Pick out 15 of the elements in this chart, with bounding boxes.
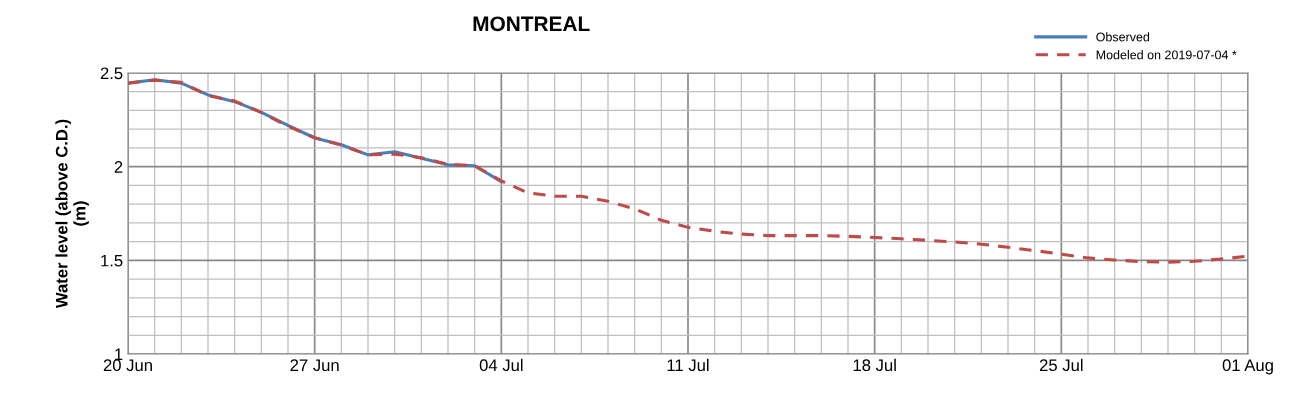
y-tick-label: 2	[114, 161, 123, 173]
x-tick-label: 27 Jun	[290, 359, 339, 372]
x-tick-label: 01 Aug	[1222, 359, 1273, 375]
chart-title: MONTREAL	[473, 16, 590, 32]
x-tick-label: 11 Jul	[667, 358, 709, 372]
x-tick-label: 18 Jul	[853, 358, 896, 372]
x-tick-label: 25 Jul	[1039, 358, 1083, 372]
y-tick-label: 1	[115, 348, 123, 361]
legend-label: Observed	[1096, 32, 1150, 42]
x-tick-label: 04 Jul	[479, 358, 523, 372]
x-tick-label: 20 Jun	[103, 359, 152, 372]
y-axis-title: Water level (above C.D.) (m)	[55, 119, 89, 309]
y-tick-label: 1.5	[101, 254, 123, 267]
legend-label: Modeled on 2019-07-04 *	[1096, 50, 1237, 60]
y-tick-label: 2.5	[100, 67, 123, 80]
